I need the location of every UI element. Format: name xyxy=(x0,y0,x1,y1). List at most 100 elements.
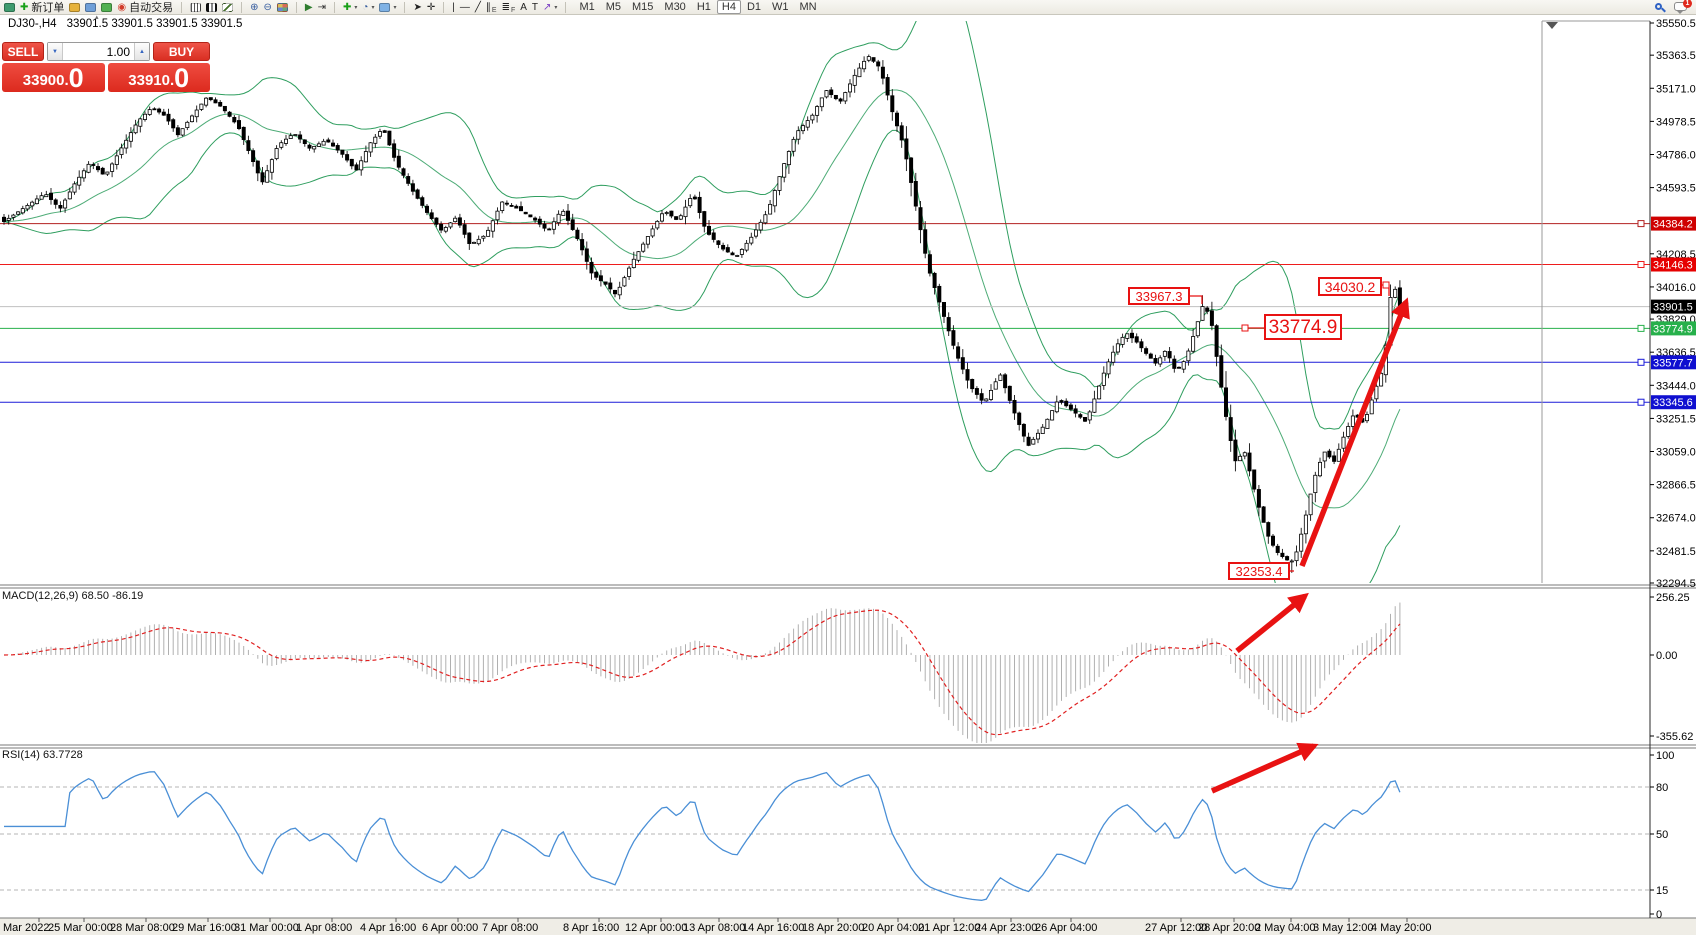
svg-text:33444.0: 33444.0 xyxy=(1656,380,1696,392)
trendline-icon: ╱ xyxy=(474,1,481,13)
zoom-out-icon: ⊖ xyxy=(263,1,272,13)
high-label-33967[interactable]: 33967.3 xyxy=(1128,287,1190,305)
auto-trading-button[interactable]: ◉ 自动交易 xyxy=(117,0,173,15)
indicators-icon[interactable]: ✚ ▾ xyxy=(343,1,357,14)
svg-text:21 Apr 12:00: 21 Apr 12:00 xyxy=(918,922,980,934)
line-chart-icon xyxy=(222,2,234,12)
trendline-icon[interactable]: ╱ xyxy=(475,1,481,14)
low-label-32353[interactable]: 32353.4 xyxy=(1228,562,1290,580)
zoom-in-icon: ⊕ xyxy=(250,1,259,13)
chevron-down-icon: ▾ xyxy=(371,4,375,11)
svg-text:34016.0: 34016.0 xyxy=(1656,282,1696,294)
svg-text:33345.6: 33345.6 xyxy=(1653,397,1693,409)
new-order-button[interactable]: ✚ 新订单 xyxy=(20,0,64,15)
crosshair-icon: ✛ xyxy=(426,1,436,13)
line-chart-icon[interactable] xyxy=(222,2,234,12)
svg-text:33059.0: 33059.0 xyxy=(1656,447,1696,459)
text-icon[interactable]: A xyxy=(520,1,527,14)
svg-text:2 May 04:00: 2 May 04:00 xyxy=(1255,922,1316,934)
chart-window-icon xyxy=(4,2,15,12)
gold-icon[interactable] xyxy=(69,2,81,12)
annotations xyxy=(1190,281,1410,794)
chevron-down-icon: ▾ xyxy=(554,4,558,11)
svg-text:32866.5: 32866.5 xyxy=(1656,480,1696,492)
sell-price-box[interactable]: 33900. 0 xyxy=(2,63,105,92)
sell-button[interactable]: SELL xyxy=(2,42,44,61)
timeframe-mn[interactable]: MN xyxy=(799,1,817,13)
svg-text:4 Apr 16:00: 4 Apr 16:00 xyxy=(360,922,416,934)
svg-text:50: 50 xyxy=(1656,829,1668,841)
time-axis-strip xyxy=(0,918,1696,935)
svg-text:15: 15 xyxy=(1656,885,1668,897)
templates-icon[interactable]: ▾ xyxy=(379,2,396,12)
svg-text:24 Apr 23:00: 24 Apr 23:00 xyxy=(975,922,1037,934)
timeframe-m5[interactable]: M5 xyxy=(605,1,621,13)
svg-text:28 Mar 08:00: 28 Mar 08:00 xyxy=(110,922,175,934)
svg-text:256.25: 256.25 xyxy=(1656,592,1690,604)
svg-text:7 Apr 08:00: 7 Apr 08:00 xyxy=(482,922,538,934)
high-label-34030[interactable]: 34030.2 xyxy=(1318,277,1382,296)
buy-price-box[interactable]: 33910. 0 xyxy=(107,63,210,92)
indicators-icon: ✚ xyxy=(343,1,352,13)
auto-scroll-icon: ▶ xyxy=(304,1,313,13)
volume-increase-icon[interactable]: ▲ xyxy=(134,43,149,60)
svg-text:20 Apr 04:00: 20 Apr 04:00 xyxy=(862,922,924,934)
sell-price-main: 33900 xyxy=(22,72,65,89)
arrows-icon: ↗ xyxy=(543,1,552,13)
volume-input[interactable] xyxy=(63,43,134,60)
timeframe-w1[interactable]: W1 xyxy=(772,1,789,13)
zoom-in-icon[interactable]: ⊕ xyxy=(250,1,258,14)
bar-chart-icon[interactable] xyxy=(190,2,202,12)
chart-title: DJ30-,H4 33901.5 33901.5 33901.5 33901.5 xyxy=(8,18,242,30)
cursor-icon[interactable]: ➤ xyxy=(413,1,421,14)
trend-arrow-macd xyxy=(1235,592,1309,654)
arrows-icon[interactable]: ↗ ▾ xyxy=(543,1,557,14)
vertical-line-icon[interactable]: | xyxy=(452,1,455,14)
timeframe-d1[interactable]: D1 xyxy=(746,1,761,13)
svg-text:12 Apr 00:00: 12 Apr 00:00 xyxy=(625,922,687,934)
volume-decrease-icon[interactable]: ▼ xyxy=(48,43,63,60)
auto-scroll-icon[interactable]: ▶ xyxy=(305,1,313,14)
timeframe-h4[interactable]: H4 xyxy=(716,0,741,14)
timeframe-bar: M1 M5 M15 M30 H1 H4 D1 W1 MN xyxy=(574,0,821,14)
price-badge-33345.6 xyxy=(1651,395,1696,410)
fibonacci-icon[interactable]: ≣ F xyxy=(501,1,516,14)
svg-text:27 Apr 12:00: 27 Apr 12:00 xyxy=(1145,922,1207,934)
crosshair-icon[interactable]: ✛ xyxy=(427,1,435,14)
channel-icon[interactable]: ∥ E xyxy=(485,1,497,14)
buy-button[interactable]: BUY xyxy=(153,42,210,61)
svg-text:34146.3: 34146.3 xyxy=(1653,260,1693,272)
panel-collapse-icon[interactable]: ▴ xyxy=(95,14,99,21)
macd-signal-value: -86.19 xyxy=(112,590,144,602)
fibonacci-icon: ≣ xyxy=(501,1,510,13)
svg-text:6 Apr 00:00: 6 Apr 00:00 xyxy=(422,922,478,934)
channel-icon: ∥ xyxy=(485,1,491,13)
timeframe-h1[interactable]: H1 xyxy=(696,1,711,13)
chart-shift-icon[interactable]: ⇥ xyxy=(318,1,326,14)
profile-icon[interactable] xyxy=(85,2,97,12)
svg-text:35550.5: 35550.5 xyxy=(1656,18,1696,30)
timeframe-m1[interactable]: M1 xyxy=(579,1,595,13)
horizontal-line-icon[interactable]: — xyxy=(460,1,470,14)
periods-icon[interactable]: ◔ ▾ xyxy=(362,1,374,14)
chart-shift-marker-icon xyxy=(1546,22,1558,29)
candle-chart-icon[interactable] xyxy=(206,2,218,12)
chart-window-icon[interactable] xyxy=(4,2,15,12)
text-label-icon[interactable]: T xyxy=(532,1,538,14)
svg-text:34786.0: 34786.0 xyxy=(1656,149,1696,161)
zoom-out-icon[interactable]: ⊖ xyxy=(264,1,272,14)
signal-icon[interactable] xyxy=(101,2,113,12)
main-chart-pane xyxy=(0,21,1650,583)
timeframe-m15[interactable]: M15 xyxy=(632,1,654,13)
timeframe-m30[interactable]: M30 xyxy=(664,1,686,13)
price-axis[interactable]: 35550.5 35363.5 35171.0 34978.5 34786.0 34593… xyxy=(1649,18,1696,921)
tile-windows-icon[interactable] xyxy=(276,2,288,12)
gold-icon xyxy=(69,2,81,12)
svg-text:34978.5: 34978.5 xyxy=(1656,116,1696,128)
level-label-33774[interactable]: 33774.9 xyxy=(1264,314,1342,340)
search-icon[interactable] xyxy=(1655,2,1666,12)
chat-icon[interactable]: 1 xyxy=(1674,0,1692,14)
svg-text:35363.5: 35363.5 xyxy=(1656,50,1696,62)
